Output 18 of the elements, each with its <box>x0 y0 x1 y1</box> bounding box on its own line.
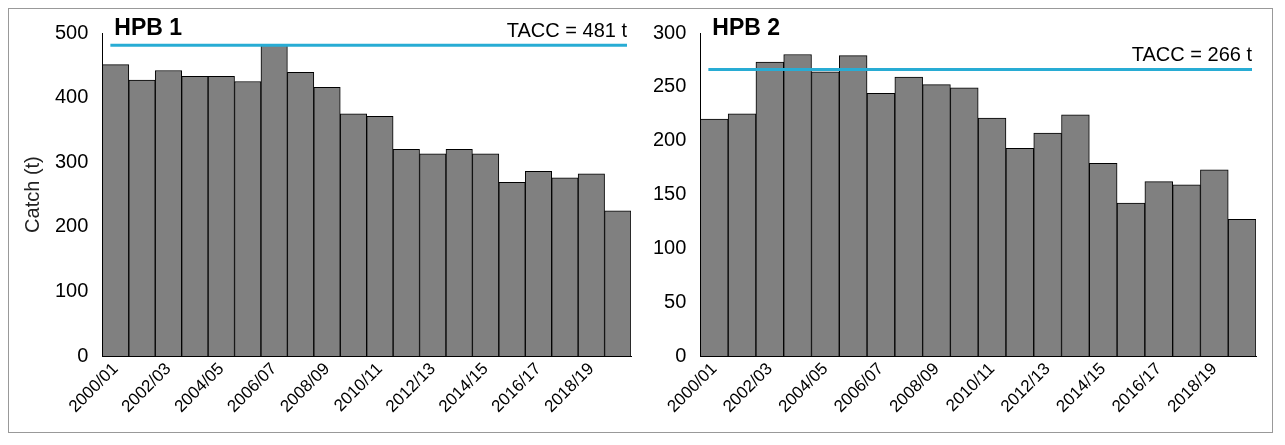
y-tick-label: 300 <box>652 20 687 43</box>
chart-title: HPB 2 <box>712 13 781 40</box>
y-tick-label: 500 <box>54 20 89 43</box>
y-tick-label: 400 <box>54 85 89 108</box>
y-tick-label: 0 <box>675 343 687 366</box>
y-tick-label: 200 <box>54 214 89 237</box>
y-tick-label: 50 <box>664 289 687 312</box>
chart-title: HPB 1 <box>114 13 183 40</box>
ref-line-label: TACC = 481 t <box>506 18 628 41</box>
y-tick-label: 100 <box>54 279 89 302</box>
y-tick-label: 100 <box>652 235 687 258</box>
y-tick-label: 150 <box>652 182 687 205</box>
y-tick-label: 0 <box>77 343 89 366</box>
ref-line-label: TACC = 266 t <box>1131 43 1253 66</box>
y-tick-label: 300 <box>54 149 89 172</box>
y-tick-label: 200 <box>652 128 687 151</box>
y-tick-label: 250 <box>652 74 687 97</box>
y-axis-title: Catch (t) <box>20 156 43 233</box>
